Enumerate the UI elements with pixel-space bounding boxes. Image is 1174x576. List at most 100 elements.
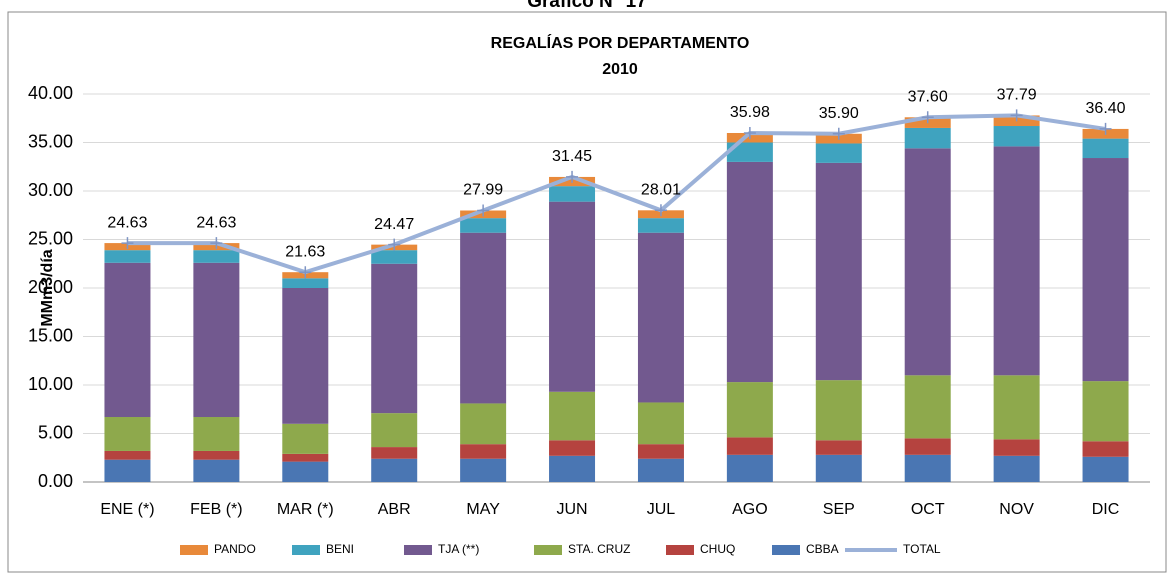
legend-label: TJA (**) xyxy=(438,542,479,556)
line-marker xyxy=(388,238,401,251)
bar-segment xyxy=(193,417,240,451)
legend-swatch xyxy=(534,545,562,555)
bar-segment xyxy=(815,440,862,455)
x-tick-label: ENE (*) xyxy=(100,501,154,518)
legend-label: CBBA xyxy=(806,542,839,556)
bar-segment xyxy=(460,218,507,233)
bar-segment xyxy=(371,458,418,482)
x-tick-label: OCT xyxy=(911,501,945,518)
bar-segment xyxy=(549,201,596,392)
bar-segment xyxy=(904,127,951,149)
line-marker xyxy=(299,266,312,279)
bar-segment xyxy=(549,440,596,456)
bar-segment xyxy=(637,444,684,459)
x-tick-label: NOV xyxy=(999,501,1034,518)
data-label: 31.45 xyxy=(552,148,592,165)
x-tick-label: JUN xyxy=(556,501,587,518)
line-marker xyxy=(1010,109,1023,122)
x-tick-label: MAR (*) xyxy=(277,501,334,518)
bar-segment xyxy=(726,142,773,162)
data-label: 24.63 xyxy=(107,214,147,231)
bar-segment xyxy=(193,459,240,482)
heading: Gráfico N° 17 xyxy=(527,0,647,12)
legend-label: CHUQ xyxy=(700,542,735,556)
bar-segment xyxy=(726,437,773,455)
bar-segment xyxy=(726,161,773,383)
bar-segment xyxy=(282,278,329,288)
bar-segment xyxy=(637,232,684,403)
bar-segment xyxy=(371,447,418,459)
bar-segment xyxy=(104,417,151,451)
line-marker xyxy=(921,111,934,124)
bar-segment xyxy=(549,455,596,482)
bar-segment xyxy=(726,454,773,482)
x-tick-label: FEB (*) xyxy=(190,501,242,518)
line-marker xyxy=(654,204,667,217)
bar-segment xyxy=(1082,381,1129,442)
legend-swatch xyxy=(404,545,432,555)
bar-segment xyxy=(1082,138,1129,159)
total-line xyxy=(127,113,1106,275)
data-label: 35.98 xyxy=(730,104,770,121)
legend-label: TOTAL xyxy=(903,542,941,556)
x-tick-label: JUL xyxy=(647,501,676,518)
bar-segment xyxy=(282,288,329,424)
y-tick-label: 5.00 xyxy=(38,422,73,442)
bar-segment xyxy=(282,453,329,462)
bar-segment xyxy=(193,450,240,460)
bar-segment xyxy=(460,403,507,445)
data-label: 21.63 xyxy=(285,243,325,260)
bar-segment xyxy=(993,375,1040,440)
x-tick-label: SEP xyxy=(823,501,855,518)
data-label: 35.90 xyxy=(819,105,859,122)
bar-segment xyxy=(193,250,240,263)
bar-segment xyxy=(460,458,507,482)
bar-segment xyxy=(104,250,151,263)
data-label: 37.60 xyxy=(908,88,948,105)
legend-swatch xyxy=(180,545,208,555)
bar-segment xyxy=(993,146,1040,376)
data-label: 24.47 xyxy=(374,216,414,233)
bar-segment xyxy=(904,438,951,455)
bar-segment xyxy=(815,162,862,381)
bar-segment xyxy=(460,232,507,404)
bar-segment xyxy=(549,186,596,202)
bar-segment xyxy=(993,455,1040,482)
x-tick-label: ABR xyxy=(378,501,411,518)
line-marker xyxy=(832,127,845,140)
bar-segment xyxy=(104,262,151,418)
bar-segment xyxy=(104,450,151,460)
y-tick-label: 15.00 xyxy=(28,325,73,345)
y-tick-label: 40.00 xyxy=(28,83,73,103)
data-label: 24.63 xyxy=(196,214,236,231)
data-label: 27.99 xyxy=(463,182,503,199)
bar-segment xyxy=(637,218,684,233)
bar-segment xyxy=(371,413,418,448)
line-marker xyxy=(477,204,490,217)
x-tick-label: DIC xyxy=(1092,501,1120,518)
bar-segment xyxy=(904,148,951,376)
bar-segment xyxy=(549,391,596,441)
y-tick-label: 0.00 xyxy=(38,471,73,491)
bar-segment xyxy=(371,250,418,264)
bar-segment xyxy=(1082,441,1129,457)
y-tick-label: 20.00 xyxy=(28,277,73,297)
bar-segment xyxy=(993,439,1040,456)
y-tick-label: 35.00 xyxy=(28,131,73,151)
legend-label: BENI xyxy=(326,542,354,556)
bar-segment xyxy=(815,143,862,163)
bar-segment xyxy=(282,461,329,482)
bar-segment xyxy=(993,126,1040,147)
data-label: 37.79 xyxy=(997,87,1037,104)
bar-segment xyxy=(104,459,151,482)
bar-segment xyxy=(904,454,951,482)
bar-segment xyxy=(282,423,329,454)
line-marker xyxy=(1099,122,1112,135)
data-label: 36.40 xyxy=(1086,100,1126,117)
bar-segment xyxy=(193,262,240,418)
data-label: 28.01 xyxy=(641,182,681,199)
legend-swatch xyxy=(772,545,800,555)
legend-swatch xyxy=(292,545,320,555)
line-marker xyxy=(210,237,223,250)
